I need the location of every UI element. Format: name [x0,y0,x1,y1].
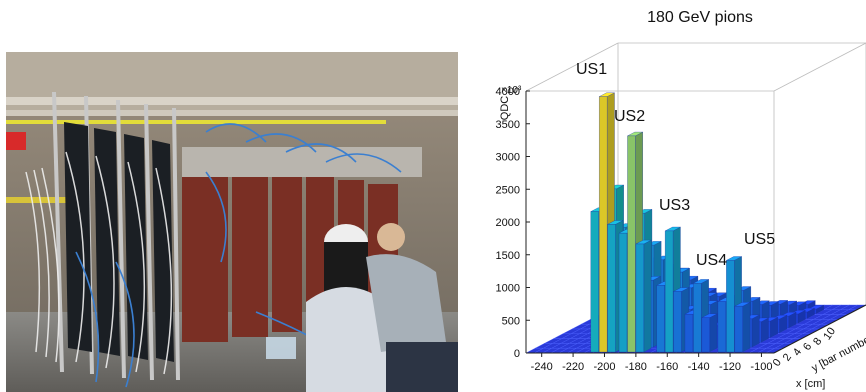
qdc-3d-chart: 180 GeV pions 0 500 1000 1500 2000 2500 3000 35… [466,0,866,392]
z-tick-label: 1000 [496,283,520,295]
stage-annotations: US1 US2 US3 US4 US5 [576,61,775,269]
y-tick-label: 4 [791,346,804,358]
y-axis-label: y [bar number] [810,331,866,375]
z-tick-label: 2500 [496,184,520,196]
x-tick-label: -140 [688,361,710,373]
z-axis-multiplier: ×10³ [501,85,522,96]
z-tick-label: 2000 [496,217,520,229]
y-tick-label: 2 [781,352,794,364]
annotation-us2: US2 [614,108,645,125]
z-axis-label: QDC [499,96,511,121]
z-tick-label: 4000 [496,86,520,98]
x-tick-label: -240 [531,361,553,373]
y-tick-label: 6 [801,341,814,353]
z-tick-label: 1500 [496,250,520,262]
bar [734,302,751,353]
x-tick-label: -160 [656,361,678,373]
bar [701,313,718,353]
y-tick-label: 10 [821,325,838,342]
y-tick-label: 8 [811,336,824,348]
z-axis-ticks: 0 500 1000 1500 2000 2500 3000 3500 4000 [496,86,530,360]
x-tick-label: -100 [750,361,772,373]
annotation-us4: US4 [696,252,727,269]
annotation-us1: US1 [576,61,607,78]
x-axis-ticks: -240 -220 -200 -180 -160 -140 -120 -100 [526,352,774,373]
z-tick-label: 3500 [496,119,520,131]
detector-photo [6,52,458,392]
bar [635,239,652,353]
z-tick-label: 500 [502,315,520,327]
y-tick-label: 0 [771,357,784,369]
annotation-us3: US3 [659,197,690,214]
chart-bars [590,92,824,353]
x-tick-label: -120 [719,361,741,373]
annotation-us5: US5 [744,231,775,248]
x-axis-label: x [cm] [796,378,825,390]
x-tick-label: -220 [562,361,584,373]
chart-title: 180 GeV pions [647,9,753,26]
x-tick-label: -180 [625,361,647,373]
z-tick-label: 0 [514,348,520,360]
z-tick-label: 3000 [496,152,520,164]
x-tick-label: -200 [593,361,615,373]
